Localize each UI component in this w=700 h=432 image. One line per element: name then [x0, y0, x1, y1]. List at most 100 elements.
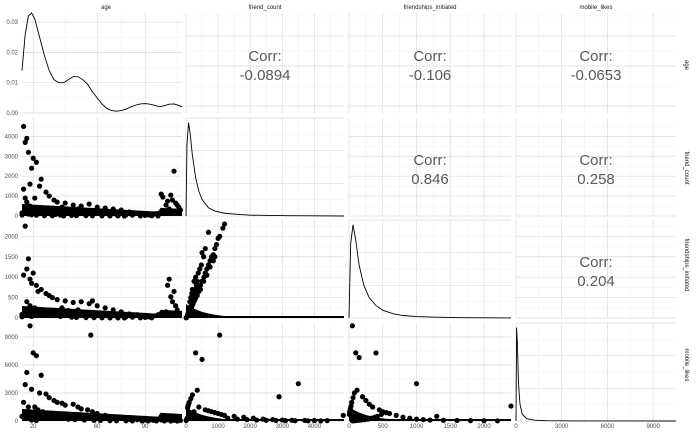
scatter-point — [85, 407, 91, 413]
scatter-point — [193, 274, 199, 280]
panel-background — [186, 323, 344, 421]
scatter-point — [195, 270, 201, 276]
scatter-point — [46, 395, 52, 401]
density-curve-mobile-likes — [515, 327, 677, 422]
y-tick-label-mobile-likes: 0 — [15, 419, 19, 425]
scatter-point — [366, 401, 372, 407]
panel-age-friendships-initiated: Corr: -0.106 — [348, 13, 511, 113]
panel-mobile-likes-mobile-likes — [515, 322, 677, 422]
scatter-point — [188, 294, 194, 301]
scatter-point — [202, 245, 208, 252]
scatter-point — [70, 299, 76, 306]
scatter-point — [350, 395, 356, 401]
scatter-point — [21, 123, 27, 130]
corr-value: 0.258 — [577, 171, 615, 188]
scatter-point — [359, 394, 366, 400]
scatter-point — [22, 223, 28, 229]
scatter-point — [21, 272, 27, 278]
panel-friend-count-friend-count — [185, 117, 345, 217]
panel-background — [22, 13, 182, 113]
scatter-point — [349, 323, 355, 329]
scatter-point — [434, 413, 440, 419]
scatter-dense-band — [186, 407, 344, 421]
x-tick-label-age: 90 — [142, 424, 149, 430]
y-tick-label-friend-count: 2000 — [5, 174, 19, 180]
x-tick-label-friend-count: 1000 — [211, 424, 225, 430]
corr-label: Corr: — [413, 152, 446, 169]
y-tick-label-age: 0.01 — [6, 81, 18, 87]
corr-label: Corr: — [579, 254, 612, 271]
scatter-point — [212, 245, 218, 252]
x-tick-label-friend-count: 3000 — [276, 424, 290, 430]
scatter-point — [215, 235, 221, 241]
y-tick-label-friendships-initiated: 1000 — [5, 275, 19, 281]
scatter-point — [378, 411, 384, 418]
scatter-point — [187, 299, 193, 305]
scatter-point — [35, 288, 41, 295]
scatter-point — [94, 303, 100, 309]
scatter-point — [38, 176, 44, 182]
scatter-point — [25, 256, 31, 262]
scatter-point — [168, 294, 174, 300]
panel-age-age — [21, 12, 183, 114]
scatter-dense-band — [186, 304, 344, 318]
y-tick-label-friendships-initiated: 500 — [8, 296, 19, 302]
panel-mobile-likes-age — [19, 323, 183, 424]
scatter-point — [24, 135, 30, 141]
x-tick-label-age: 20 — [30, 424, 37, 430]
density-curve-friendships-initiated — [348, 224, 512, 319]
y-tick-label-friendships-initiated: 2000 — [5, 234, 19, 240]
scatter-point — [46, 193, 52, 199]
density-curve-age — [21, 12, 183, 112]
scatter-point — [295, 381, 301, 387]
scatter-point — [21, 186, 27, 192]
scatter-point — [221, 221, 228, 227]
panel-friendships-initiated-age — [19, 220, 182, 321]
corr-label: Corr: — [413, 48, 446, 65]
scatter-point — [199, 356, 205, 362]
scatter-point — [88, 332, 94, 338]
x-tick-label-friendships-initiated: 0 — [347, 424, 351, 430]
panel-friend-count-mobile-likes: Corr: 0.258 — [515, 118, 676, 217]
scatter-point — [207, 264, 213, 270]
strip-label-friend-count-right: friend_count — [683, 151, 689, 184]
x-tick-label-friendships-initiated: 1000 — [410, 424, 424, 430]
panel-background — [22, 323, 182, 421]
scatter-point — [340, 412, 346, 418]
x-tick-label-age: 60 — [94, 424, 101, 430]
corr-value: -0.0894 — [240, 67, 291, 84]
corr-value: -0.0653 — [571, 67, 622, 84]
scatter-point — [201, 254, 207, 260]
y-tick-label-mobile-likes: 3000 — [5, 391, 19, 397]
panel-background — [22, 118, 182, 216]
strip-label-friendships-initiated: friendships_initiated — [403, 5, 456, 11]
scatter-point — [171, 288, 177, 295]
scatter-point — [27, 323, 33, 329]
scatter-point — [193, 282, 199, 288]
x-tick-label-friend-count: 0 — [184, 424, 188, 430]
scatter-point — [166, 276, 172, 282]
scatter-point — [413, 381, 420, 387]
scatter-point — [163, 202, 169, 208]
scatter-point — [351, 390, 357, 396]
corr-value: 0.204 — [577, 273, 615, 290]
scatter-point — [196, 404, 202, 410]
strip-label-age: age — [101, 5, 112, 11]
scatter-point — [62, 298, 68, 304]
scatter-point — [70, 401, 76, 407]
scatter-point — [220, 225, 226, 231]
scatter-point — [173, 303, 179, 309]
scatter-point — [30, 155, 36, 161]
scatter-point — [356, 354, 362, 361]
panel-friendships-initiated-mobile-likes: Corr: 0.204 — [515, 220, 676, 319]
panel-background — [516, 13, 676, 113]
scatter-point — [165, 198, 171, 204]
scatter-point — [189, 286, 196, 293]
scatter-point — [204, 272, 210, 278]
y-tick-label-age: 0.03 — [6, 20, 18, 26]
y-tick-label-friendships-initiated: 1500 — [5, 255, 19, 261]
panel-background — [516, 118, 676, 216]
scatter-point — [171, 168, 177, 174]
scatter-point — [198, 262, 205, 268]
x-tick-label-mobile-likes: 0 — [514, 424, 518, 430]
